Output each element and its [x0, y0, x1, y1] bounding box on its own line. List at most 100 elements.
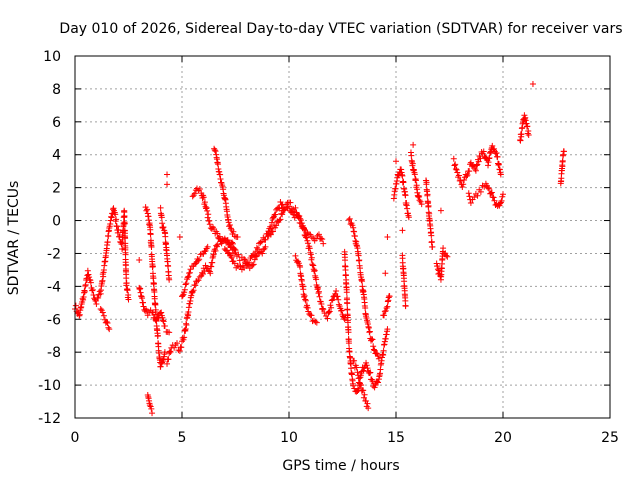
- data-point: [207, 270, 214, 277]
- data-point: [205, 211, 212, 218]
- data-point: [312, 318, 319, 325]
- data-point: [309, 318, 316, 325]
- data-point: [559, 157, 566, 164]
- data-point: [325, 310, 332, 317]
- data-point: [335, 296, 342, 303]
- data-point: [161, 323, 168, 330]
- data-point: [386, 293, 393, 300]
- data-point: [346, 215, 353, 222]
- data-point: [72, 302, 79, 309]
- data-point: [384, 326, 391, 333]
- data-point: [235, 251, 242, 258]
- data-point: [477, 155, 484, 162]
- data-point: [368, 337, 375, 344]
- data-point: [472, 167, 479, 174]
- data-point: [160, 318, 167, 325]
- data-point: [181, 286, 188, 293]
- data-point: [463, 173, 470, 180]
- data-point: [85, 271, 92, 278]
- data-point: [452, 161, 459, 168]
- data-point: [277, 216, 284, 223]
- data-point: [195, 257, 202, 264]
- data-point: [184, 274, 191, 281]
- data-point: [217, 176, 224, 183]
- data-point: [297, 217, 304, 224]
- data-point: [466, 193, 473, 200]
- data-point: [281, 207, 288, 214]
- data-point: [320, 306, 327, 313]
- data-point: [230, 228, 237, 235]
- data-point: [206, 217, 213, 224]
- data-point: [334, 293, 341, 300]
- y-tick-label: 4: [52, 148, 61, 164]
- data-point: [297, 215, 304, 222]
- data-point: [292, 252, 299, 259]
- data-point: [300, 224, 307, 231]
- data-point: [116, 233, 123, 240]
- data-point: [201, 199, 208, 206]
- data-point: [359, 278, 366, 285]
- data-point: [158, 360, 165, 367]
- data-point: [119, 245, 126, 252]
- data-point: [99, 277, 106, 284]
- data-point: [518, 131, 525, 138]
- data-point: [150, 280, 157, 287]
- data-point: [103, 318, 110, 325]
- data-point: [195, 187, 202, 194]
- data-point: [292, 204, 299, 211]
- data-point: [226, 222, 233, 229]
- data-point: [497, 171, 504, 178]
- data-point: [443, 252, 450, 259]
- data-point: [166, 276, 173, 283]
- data-point: [171, 344, 178, 351]
- data-point: [253, 244, 260, 251]
- data-point: [187, 266, 194, 273]
- data-point: [157, 204, 164, 211]
- data-point: [212, 247, 219, 254]
- data-point: [340, 313, 347, 320]
- data-point: [214, 241, 221, 248]
- data-point: [319, 305, 326, 312]
- data-point: [124, 287, 131, 294]
- x-tick-label: 0: [71, 430, 80, 446]
- data-point: [497, 200, 504, 207]
- data-point: [185, 273, 192, 280]
- data-point: [241, 256, 248, 263]
- data-point: [300, 286, 307, 293]
- data-point: [267, 231, 274, 238]
- x-axis-label: GPS time / hours: [282, 458, 399, 474]
- data-point: [165, 356, 172, 363]
- data-point: [356, 375, 363, 382]
- data-point: [416, 197, 423, 204]
- data-point: [81, 288, 88, 295]
- data-point: [228, 254, 235, 261]
- data-point: [106, 326, 113, 333]
- data-point: [113, 216, 120, 223]
- data-point: [84, 267, 91, 274]
- data-point: [211, 147, 218, 154]
- data-point: [384, 234, 391, 240]
- x-tick-label: 25: [601, 430, 619, 446]
- data-point: [402, 303, 409, 310]
- data-point: [382, 270, 389, 277]
- data-point: [402, 192, 409, 199]
- data-point: [474, 192, 481, 199]
- data-point: [236, 257, 243, 264]
- data-point: [95, 294, 102, 301]
- data-point: [215, 235, 222, 242]
- data-point: [123, 280, 130, 287]
- data-point: [268, 225, 275, 232]
- data-point: [480, 148, 487, 155]
- data-point: [233, 253, 240, 260]
- data-point: [525, 131, 532, 138]
- data-point: [301, 292, 308, 299]
- data-point: [370, 346, 377, 353]
- data-point: [162, 233, 169, 240]
- data-point: [157, 363, 164, 370]
- data-point: [231, 250, 238, 257]
- data-point: [375, 353, 382, 360]
- y-tick-label: 2: [52, 181, 61, 197]
- data-point: [319, 236, 326, 243]
- data-point: [304, 240, 311, 247]
